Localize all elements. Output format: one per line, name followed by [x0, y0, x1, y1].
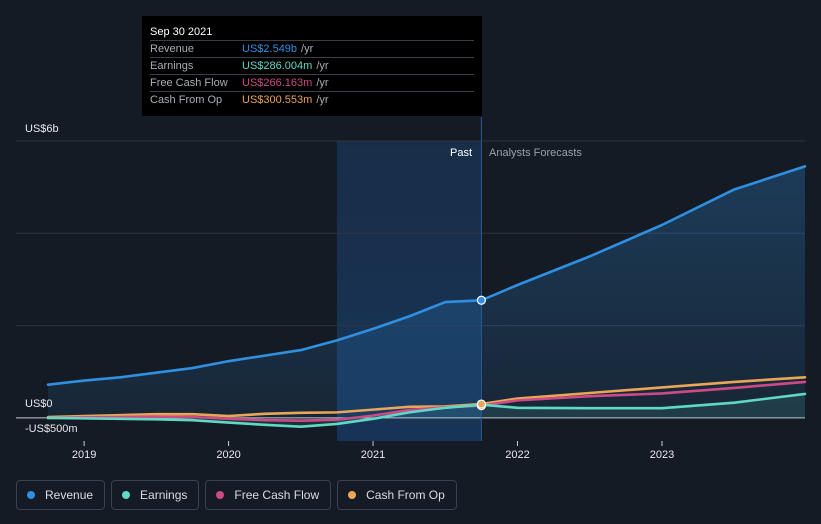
y-tick-label: -US$500m: [25, 423, 78, 435]
tooltip-row-free-cash-flow: Free Cash Flow US$266.163m /yr: [150, 74, 474, 91]
legend-item-earnings[interactable]: Earnings: [111, 480, 200, 510]
forecast-label: Analysts Forecasts: [489, 147, 582, 159]
legend-label: Earnings: [140, 488, 188, 502]
line-cash-from-op: [46, 376, 807, 419]
legend-item-free-cash-flow[interactable]: Free Cash Flow: [205, 480, 332, 510]
x-tick-label: 2021: [361, 449, 385, 461]
legend: Revenue Earnings Free Cash Flow Cash Fro…: [16, 480, 457, 510]
x-tick-label: 2020: [216, 449, 240, 461]
area-revenue: [48, 166, 805, 418]
tooltip-value: US$266.163m: [242, 77, 313, 89]
y-tick-label: US$0: [25, 398, 53, 410]
marker-revenue: [476, 295, 486, 305]
tooltip-unit: /yr: [316, 94, 329, 106]
tooltip-date: Sep 30 2021: [150, 26, 213, 38]
y-tick-label: US$6b: [25, 123, 59, 135]
legend-item-revenue[interactable]: Revenue: [16, 480, 106, 510]
tooltip-unit: /yr: [316, 60, 329, 72]
tooltip-unit: /yr: [316, 77, 329, 89]
tooltip-unit: /yr: [301, 43, 314, 55]
marker-cash-from-op: [476, 399, 486, 409]
legend-dot-icon: [348, 491, 357, 499]
x-tick-label: 2019: [72, 449, 96, 461]
legend-item-cash-from-op[interactable]: Cash From Op: [337, 480, 457, 510]
x-tick-label: 2023: [650, 449, 674, 461]
tooltip-value: US$286.004m: [242, 60, 313, 72]
tooltip-row-revenue: Revenue US$2.549b /yr: [150, 40, 474, 57]
tooltip-label: Free Cash Flow: [150, 77, 228, 89]
legend-label: Revenue: [45, 488, 94, 502]
x-tick-label: 2022: [505, 449, 529, 461]
line-free-cash-flow: [46, 380, 807, 422]
legend-dot-icon: [122, 491, 131, 499]
tooltip-label: Earnings: [150, 60, 194, 72]
past-label: Past: [450, 147, 473, 159]
tooltip: Sep 30 2021 Revenue US$2.549b /yr Earnin…: [142, 16, 482, 116]
tooltip-value: US$300.553m: [242, 94, 313, 106]
line-earnings: [46, 392, 807, 428]
legend-label: Free Cash Flow: [234, 488, 320, 502]
legend-dot-icon: [216, 491, 225, 499]
tooltip-label: Cash From Op: [150, 94, 223, 106]
legend-dot-icon: [27, 491, 35, 499]
legend-label: Cash From Op: [366, 488, 445, 502]
tooltip-row-earnings: Earnings US$286.004m /yr: [150, 57, 474, 74]
line-revenue: [46, 165, 807, 386]
tooltip-label: Revenue: [150, 43, 195, 55]
tooltip-row-cash-from-op: Cash From Op US$300.553m /yr: [150, 91, 474, 108]
tooltip-value: US$2.549b: [242, 43, 298, 55]
